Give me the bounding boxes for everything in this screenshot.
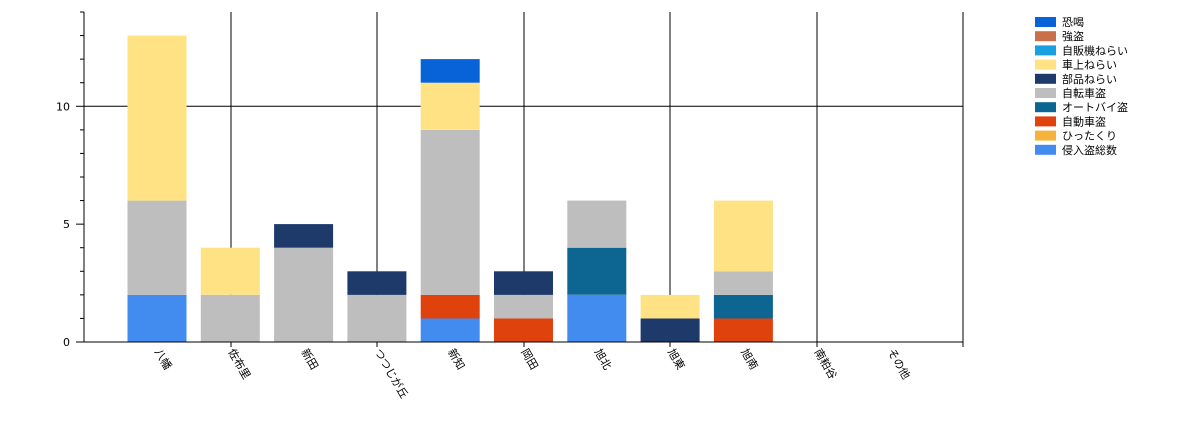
bar-segment xyxy=(567,294,627,342)
bar-segment xyxy=(420,318,480,342)
legend: 恐喝強盗自販機ねらい車上ねらい部品ねらい自転車盗オートバイ盗自動車盗ひったくり侵… xyxy=(1035,16,1128,157)
bar-layer xyxy=(127,35,773,342)
legend-swatch xyxy=(1035,102,1056,113)
legend-swatch xyxy=(1035,73,1056,84)
bar-segment xyxy=(200,294,260,342)
bar-segment xyxy=(420,59,480,83)
bar-segment xyxy=(127,35,187,201)
bar-segment xyxy=(494,318,553,342)
legend-swatch xyxy=(1035,17,1056,27)
bar-segment xyxy=(274,224,334,248)
bar-segment xyxy=(127,200,187,295)
x-tick-label: 八幡 xyxy=(152,346,175,372)
bar-segment xyxy=(713,200,773,272)
grid-lines xyxy=(84,12,964,342)
legend-swatch xyxy=(1035,130,1056,141)
axes: 0 5 10 八幡 佐布里 新田 つつじが丘 新知 岡田 旭北 旭東 旭南 南粕谷 その他 xyxy=(56,11,964,401)
y-tick-label: 10 xyxy=(56,100,70,113)
bar-segment xyxy=(713,318,773,342)
legend-label: 部品ねらい xyxy=(1062,72,1117,86)
x-tick-label: 新知 xyxy=(445,346,468,372)
bar-segment xyxy=(640,294,700,319)
x-tick-label: つつじが丘 xyxy=(372,346,412,401)
legend-swatch xyxy=(1035,59,1056,70)
bar-segment xyxy=(420,294,480,319)
legend-label: ひったくり xyxy=(1062,130,1117,143)
bar-segment xyxy=(274,247,334,342)
bar-segment xyxy=(640,318,700,342)
y-tick-label: 5 xyxy=(63,218,70,231)
legend-label: 自動車盗 xyxy=(1062,114,1106,128)
legend-label: 自販機ねらい xyxy=(1062,43,1128,57)
legend-swatch xyxy=(1035,144,1056,155)
x-tick-label: 旭北 xyxy=(592,346,615,372)
bar-segment xyxy=(567,200,627,248)
x-tick-label: その他 xyxy=(885,347,913,382)
bar-segment xyxy=(713,294,773,319)
x-tick-label: 岡田 xyxy=(518,347,540,373)
bar-segment xyxy=(127,294,187,342)
bar-segment xyxy=(567,247,627,295)
bar-segment xyxy=(200,247,260,295)
bar-segment xyxy=(494,271,553,295)
legend-label: 恐喝 xyxy=(1062,16,1084,29)
x-tick-label: 旭東 xyxy=(665,346,688,372)
legend-swatch xyxy=(1035,116,1056,127)
x-tick-label: 新田 xyxy=(298,346,321,372)
x-tick-label: 佐布里 xyxy=(225,346,254,382)
bar-segment xyxy=(347,271,407,295)
legend-label: 車上ねらい xyxy=(1062,58,1117,72)
legend-swatch xyxy=(1035,31,1056,42)
bar-segment xyxy=(713,271,773,295)
legend-label: 強盗 xyxy=(1062,30,1084,43)
bar-segment xyxy=(494,294,553,319)
legend-label: オートバイ盗 xyxy=(1062,101,1128,114)
x-tick-label: 旭南 xyxy=(738,346,761,372)
legend-swatch xyxy=(1035,88,1056,98)
x-tick-label: 南粕谷 xyxy=(812,346,841,382)
legend-swatch xyxy=(1035,45,1056,56)
bar-segment xyxy=(420,129,480,295)
legend-label: 自転車盗 xyxy=(1062,86,1106,100)
y-tick-label: 0 xyxy=(63,336,70,349)
bar-segment xyxy=(420,82,480,130)
legend-label: 侵入盗総数 xyxy=(1062,143,1117,157)
bar-segment xyxy=(347,294,407,342)
